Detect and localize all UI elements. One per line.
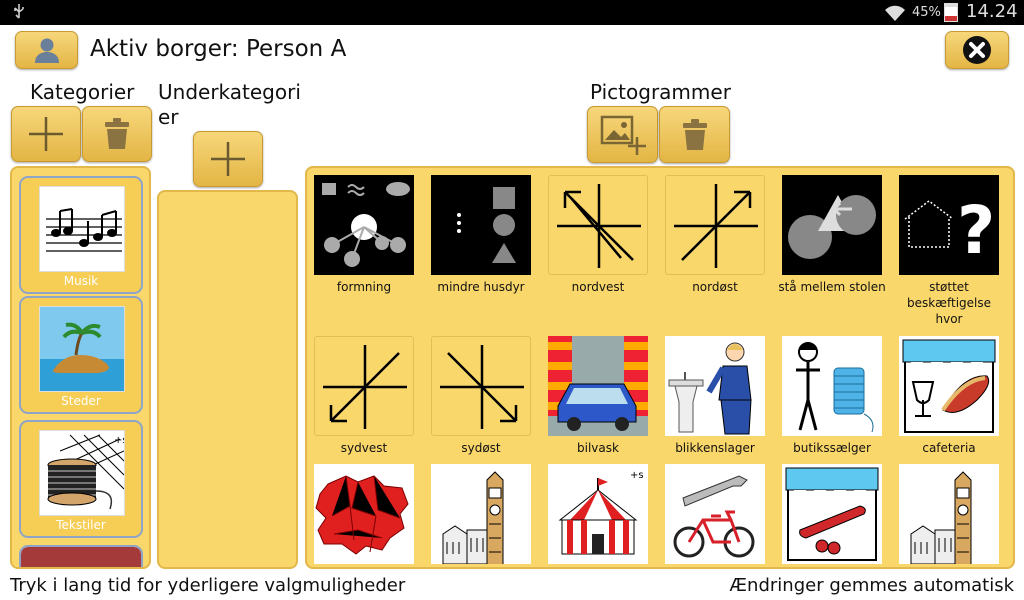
pictogram-item[interactable] xyxy=(309,459,419,567)
pictogram-label: nordøst xyxy=(692,280,738,294)
delete-category-button[interactable] xyxy=(82,106,152,162)
pictogram-item[interactable]: nordøst xyxy=(660,170,770,332)
circus-tent-icon: +s xyxy=(548,464,648,564)
category-label: Musik xyxy=(63,274,99,288)
page-title: Aktiv borger: Person A xyxy=(90,36,347,62)
pictogram-label: stå mellem stolen xyxy=(778,280,886,294)
citizen-button[interactable] xyxy=(15,31,78,69)
categories-heading: Kategorier xyxy=(30,80,135,104)
pictogram-item[interactable] xyxy=(777,459,887,567)
compass-northwest-icon xyxy=(548,175,648,275)
sausage-shop-icon xyxy=(782,464,882,564)
delete-pictogram-button[interactable] xyxy=(659,106,730,163)
music-notes-icon xyxy=(39,186,125,272)
category-label: Steder xyxy=(61,394,101,408)
pictogram-label: blikkenslager xyxy=(675,441,755,455)
category-item-partial[interactable] xyxy=(19,545,143,567)
battery-icon xyxy=(944,3,958,22)
subcategories-heading: Underkategori er xyxy=(158,80,301,129)
yarn-spool-icon: +s xyxy=(39,430,125,516)
add-category-button[interactable] xyxy=(11,106,81,162)
pictograms-grid[interactable]: formning mindre husdyr nordvest nordøst … xyxy=(305,166,1015,569)
shop-assistant-icon xyxy=(782,336,882,436)
subcategories-list[interactable] xyxy=(157,190,298,569)
categories-list[interactable]: Musik Steder +s Tekstiler xyxy=(10,166,151,569)
category-thumb-partial xyxy=(21,547,141,567)
pictogram-item[interactable]: formning xyxy=(309,170,419,332)
pictogram-label: formning xyxy=(336,280,392,294)
close-button[interactable] xyxy=(945,31,1009,69)
pictogram-item[interactable]: cafeteria xyxy=(894,331,1004,493)
compass-northeast-icon xyxy=(665,175,765,275)
compass-southeast-icon xyxy=(431,336,531,436)
shapes-icon xyxy=(431,175,531,275)
close-icon xyxy=(963,36,991,64)
person-icon xyxy=(34,38,59,63)
wifi-icon xyxy=(885,5,905,21)
pictogram-label: sydvest xyxy=(340,441,388,455)
usb-icon xyxy=(14,4,24,19)
compass-southwest-icon xyxy=(314,336,414,436)
pictogram-item[interactable]: bilvask xyxy=(543,331,653,493)
pictogram-label: sydøst xyxy=(461,441,501,455)
pictogram-item[interactable] xyxy=(426,459,536,567)
plumber-icon xyxy=(665,336,765,436)
pictograms-heading: Pictogrammer xyxy=(590,80,731,104)
pictogram-item[interactable]: stå mellem stolen xyxy=(777,170,887,332)
pictogram-item[interactable]: sydvest xyxy=(309,331,419,493)
pictogram-item[interactable] xyxy=(660,459,770,567)
pictogram-item[interactable]: +s xyxy=(543,459,653,567)
autosave-notice: Ændringer gemmes automatisk xyxy=(729,575,1014,596)
circles-arrow-icon xyxy=(782,175,882,275)
trash-icon xyxy=(682,118,707,150)
pictogram-item[interactable] xyxy=(894,459,1004,567)
category-item-tekstiler[interactable]: +s Tekstiler xyxy=(19,420,143,538)
category-label: Tekstiler xyxy=(56,518,106,532)
forming-icon xyxy=(314,175,414,275)
long-press-hint: Tryk i lang tid for yderligere valgmulig… xyxy=(10,575,406,596)
pictogram-item[interactable]: mindre husdyr xyxy=(426,170,536,332)
pictogram-item[interactable]: blikkenslager xyxy=(660,331,770,493)
house-question-icon: ? xyxy=(899,175,999,275)
status-bar: 45% 14.24 xyxy=(0,0,1024,25)
svg-text:?: ? xyxy=(957,192,995,269)
plus-icon xyxy=(29,117,63,151)
category-item-musik[interactable]: Musik xyxy=(19,176,143,294)
island-icon xyxy=(39,306,125,392)
trash-icon xyxy=(105,118,129,149)
battery-percentage: 45% xyxy=(912,5,941,20)
svg-text:+s: +s xyxy=(630,470,644,481)
pictogram-label: cafeteria xyxy=(922,441,976,455)
car-wash-icon xyxy=(548,336,648,436)
pictogram-label: butikssælger xyxy=(793,441,871,455)
pictogram-label: bilvask xyxy=(577,441,619,455)
town-hall-icon xyxy=(431,464,531,564)
pictogram-label: nordvest xyxy=(571,280,625,294)
pictogram-label: støttet beskæftigelse hvor xyxy=(906,280,991,326)
category-item-steder[interactable]: Steder xyxy=(19,296,143,414)
add-pictogram-button[interactable] xyxy=(587,106,658,163)
pictogram-item[interactable]: nordvest xyxy=(543,170,653,332)
pictogram-item[interactable]: butikssælger xyxy=(777,331,887,493)
pictogram-item[interactable]: ? støttet beskæftigelse hvor xyxy=(894,170,1004,332)
add-image-icon xyxy=(600,115,646,155)
svg-text:+s: +s xyxy=(114,435,125,446)
add-subcategory-button[interactable] xyxy=(193,131,263,187)
town-hall-icon xyxy=(899,464,999,564)
cafeteria-icon xyxy=(899,336,999,436)
pictogram-item[interactable]: sydøst xyxy=(426,331,536,493)
bike-wrench-icon xyxy=(665,464,765,564)
clock: 14.24 xyxy=(966,1,1018,22)
plus-icon xyxy=(211,142,245,176)
pictogram-label: mindre husdyr xyxy=(437,280,525,294)
red-map-icon xyxy=(314,464,414,564)
